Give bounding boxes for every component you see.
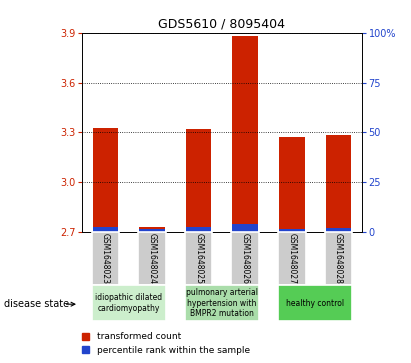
Bar bbox=[139, 227, 165, 232]
Bar bbox=[139, 229, 165, 232]
FancyBboxPatch shape bbox=[185, 232, 212, 285]
Bar bbox=[186, 129, 212, 232]
Text: GSM1648023: GSM1648023 bbox=[101, 233, 110, 284]
FancyBboxPatch shape bbox=[185, 285, 259, 321]
FancyBboxPatch shape bbox=[325, 232, 352, 285]
Text: GSM1648028: GSM1648028 bbox=[334, 233, 343, 284]
Text: GSM1648024: GSM1648024 bbox=[148, 233, 157, 284]
Bar bbox=[326, 228, 351, 232]
FancyBboxPatch shape bbox=[92, 232, 119, 285]
FancyBboxPatch shape bbox=[278, 285, 352, 321]
Bar bbox=[279, 229, 305, 232]
FancyBboxPatch shape bbox=[139, 232, 166, 285]
Text: GSM1648027: GSM1648027 bbox=[287, 233, 296, 284]
Bar bbox=[186, 227, 212, 232]
Title: GDS5610 / 8095404: GDS5610 / 8095404 bbox=[158, 17, 286, 30]
Legend: transformed count, percentile rank within the sample: transformed count, percentile rank withi… bbox=[79, 329, 253, 359]
Bar bbox=[326, 135, 351, 232]
Text: GSM1648025: GSM1648025 bbox=[194, 233, 203, 284]
Bar bbox=[93, 227, 118, 232]
Text: disease state: disease state bbox=[4, 299, 69, 309]
Text: GSM1648026: GSM1648026 bbox=[241, 233, 250, 284]
Bar bbox=[93, 127, 118, 232]
FancyBboxPatch shape bbox=[92, 285, 166, 321]
Text: pulmonary arterial
hypertension with
BMPR2 mutation: pulmonary arterial hypertension with BMP… bbox=[186, 288, 258, 318]
FancyBboxPatch shape bbox=[231, 232, 259, 285]
Bar bbox=[279, 138, 305, 232]
Text: healthy control: healthy control bbox=[286, 299, 344, 307]
Bar bbox=[233, 36, 258, 232]
FancyBboxPatch shape bbox=[278, 232, 305, 285]
Bar bbox=[233, 224, 258, 232]
Text: idiopathic dilated
cardiomyopathy: idiopathic dilated cardiomyopathy bbox=[95, 293, 162, 313]
